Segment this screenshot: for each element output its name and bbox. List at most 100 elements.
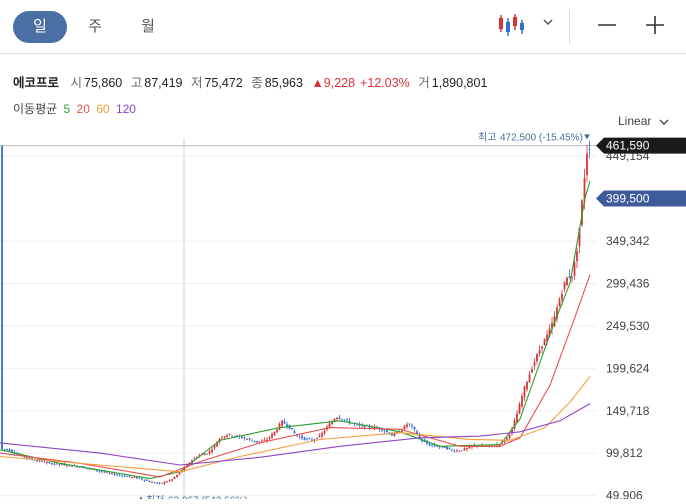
candle-body	[456, 450, 458, 452]
candle-body	[393, 432, 396, 436]
candle-body	[46, 462, 48, 463]
candle-body	[361, 425, 363, 427]
candle-body	[443, 446, 446, 448]
candle-body	[111, 473, 113, 474]
candle-body	[203, 453, 206, 456]
candle-body	[226, 435, 228, 437]
candle-body	[533, 361, 536, 366]
candle-body	[253, 440, 256, 442]
candle-body	[531, 369, 533, 373]
candle-body	[358, 424, 361, 426]
ma-20-line	[0, 274, 591, 478]
candle-body	[71, 466, 73, 467]
candle-body	[11, 450, 13, 453]
volume-value: 1,890,801	[431, 76, 488, 90]
candle-body	[268, 437, 271, 439]
candle-body	[18, 454, 21, 456]
price-chart-svg[interactable]: 49,906 99,812 149,718 199,624 249,530 299,436…	[0, 130, 686, 504]
candle-body	[281, 420, 283, 426]
tab-monthly[interactable]: 월	[141, 18, 155, 35]
candle-body	[123, 475, 126, 477]
secondary-price-tag	[596, 190, 686, 207]
candle-body	[1, 145, 3, 449]
candle-body	[136, 477, 138, 479]
candle-body	[286, 424, 288, 427]
open-label: 시	[70, 76, 83, 90]
candle-body	[193, 458, 196, 460]
candle-body	[98, 470, 101, 472]
candle-body	[178, 472, 181, 475]
candle-body	[553, 315, 556, 326]
toolbar-divider	[569, 10, 570, 44]
chevron-down-icon[interactable]	[540, 14, 556, 30]
change-value: ▲9,228	[311, 76, 356, 90]
candle-body	[283, 421, 286, 424]
candle-body	[333, 418, 336, 422]
candle-body	[118, 474, 121, 476]
low-label: 저	[190, 76, 203, 90]
candle-body	[306, 438, 308, 440]
candle-body	[131, 477, 133, 478]
candle-body	[266, 439, 268, 442]
candle-body	[93, 469, 96, 471]
y-tick-label: 199,624	[606, 361, 650, 375]
candle-body	[26, 457, 28, 458]
candle-body	[158, 482, 161, 484]
candle-body	[28, 457, 31, 459]
candle-body	[156, 482, 158, 484]
candle-body	[36, 460, 38, 462]
current-price-label: 461,590	[606, 139, 650, 153]
candle-body	[463, 448, 466, 451]
candle-body	[536, 354, 538, 362]
candle-body	[401, 429, 403, 432]
candle-body	[303, 437, 306, 440]
candle-body	[101, 471, 103, 472]
candle-body	[541, 346, 543, 349]
candle-body	[406, 424, 408, 427]
candle-body	[343, 419, 346, 421]
low-marker-value: 62,067 (543.66%)	[168, 495, 248, 499]
candle-body	[506, 437, 508, 440]
moving-average-legend[interactable]: 이동평균 5 20 60 120	[13, 100, 139, 117]
candle-body	[103, 471, 106, 473]
candle-body	[416, 431, 418, 435]
candle-body	[216, 442, 218, 447]
candle-body	[413, 426, 416, 430]
scale-mode-select[interactable]: Linear	[618, 114, 670, 128]
candle-body	[96, 470, 98, 472]
candle-body	[301, 435, 303, 439]
candle-body	[51, 463, 53, 465]
chevron-down-icon	[659, 119, 669, 125]
candle-body	[213, 445, 216, 448]
candle-body	[38, 459, 41, 462]
candle-body	[153, 482, 156, 484]
candle-body	[191, 460, 193, 464]
candle-body	[261, 440, 263, 442]
tab-weekly[interactable]: 주	[88, 18, 102, 35]
close-value: 85,963	[264, 76, 303, 90]
candle-body	[56, 463, 58, 465]
minus-icon[interactable]	[596, 12, 618, 38]
candle-body	[346, 419, 348, 421]
ma-120-label: 120	[115, 102, 136, 116]
candle-body	[166, 481, 168, 483]
candle-body	[498, 444, 501, 446]
candle-body	[311, 439, 313, 441]
price-chart[interactable]: 49,906 99,812 149,718 199,624 249,530 299,436…	[0, 130, 686, 504]
candle-body	[258, 441, 261, 443]
candle-body	[228, 433, 231, 435]
tab-daily[interactable]: 일	[13, 11, 67, 43]
plus-icon[interactable]	[644, 12, 666, 38]
candle-body	[141, 478, 143, 480]
candle-body	[278, 423, 281, 430]
candle-body	[161, 483, 163, 484]
secondary-price-label: 399,500	[606, 191, 650, 205]
candle-body	[566, 277, 568, 286]
candle-body	[48, 461, 51, 463]
candlestick-icon[interactable]	[497, 12, 525, 38]
candle-body	[41, 460, 43, 462]
candle-body	[233, 436, 236, 437]
candle-body	[448, 447, 451, 449]
low-value: 75,472	[204, 76, 243, 90]
candle-body	[133, 477, 136, 478]
